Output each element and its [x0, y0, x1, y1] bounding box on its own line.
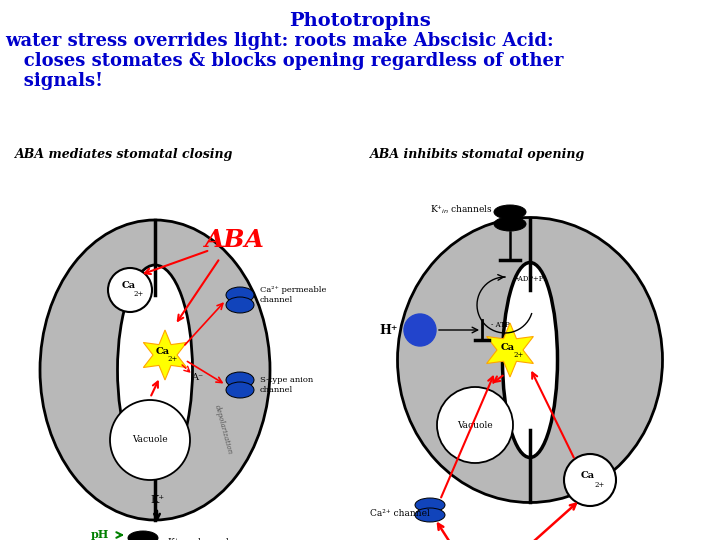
Text: H⁺: H⁺: [379, 323, 398, 336]
Text: Ca: Ca: [581, 471, 595, 481]
Text: K⁺$_{out}$ channel: K⁺$_{out}$ channel: [167, 537, 230, 540]
Text: 2+: 2+: [595, 481, 605, 489]
Circle shape: [110, 400, 190, 480]
Text: pH: pH: [91, 530, 109, 540]
Text: Vacuole: Vacuole: [132, 435, 168, 444]
Text: signals!: signals!: [5, 72, 103, 90]
Text: closes stomates & blocks opening regardless of other: closes stomates & blocks opening regardl…: [5, 52, 564, 70]
Ellipse shape: [494, 217, 526, 231]
Ellipse shape: [415, 508, 445, 522]
Ellipse shape: [494, 205, 526, 219]
Text: water stress overrides light: roots make Abscisic Acid:: water stress overrides light: roots make…: [5, 32, 554, 50]
Ellipse shape: [397, 218, 662, 503]
Text: K⁺$_{in}$ channels: K⁺$_{in}$ channels: [430, 204, 492, 216]
Text: Ca²⁺ channel: Ca²⁺ channel: [370, 509, 430, 517]
Text: S-type anion
channel: S-type anion channel: [260, 376, 313, 394]
Text: K⁺: K⁺: [150, 495, 164, 505]
Ellipse shape: [415, 498, 445, 512]
Text: - ATP: - ATP: [491, 321, 509, 329]
Text: Ca²⁺ permeable
channel: Ca²⁺ permeable channel: [260, 286, 326, 303]
Ellipse shape: [503, 262, 557, 457]
Text: 2+: 2+: [134, 290, 144, 298]
Text: ABA inhibits stomatal opening: ABA inhibits stomatal opening: [370, 148, 585, 161]
Text: Ca: Ca: [501, 342, 515, 352]
Polygon shape: [487, 323, 534, 377]
Circle shape: [404, 314, 436, 346]
Ellipse shape: [226, 372, 254, 388]
Text: →ADP+Pi: →ADP+Pi: [513, 275, 546, 283]
Text: ABA mediates stomatal closing: ABA mediates stomatal closing: [15, 148, 233, 161]
Text: Phototropins: Phototropins: [289, 12, 431, 30]
Ellipse shape: [226, 297, 254, 313]
Circle shape: [108, 268, 152, 312]
Circle shape: [437, 387, 513, 463]
Text: 2+: 2+: [168, 355, 178, 363]
Text: A⁻: A⁻: [191, 374, 203, 382]
Circle shape: [564, 454, 616, 506]
Text: Ca: Ca: [156, 348, 170, 356]
Ellipse shape: [117, 265, 192, 475]
Text: Ca: Ca: [122, 281, 136, 291]
Text: 2+: 2+: [514, 351, 524, 359]
Text: ABA: ABA: [205, 228, 265, 252]
Text: Vacuole: Vacuole: [457, 421, 492, 429]
Text: depolarization: depolarization: [212, 404, 233, 456]
Ellipse shape: [226, 382, 254, 398]
Ellipse shape: [40, 220, 270, 520]
Ellipse shape: [226, 287, 254, 303]
Ellipse shape: [128, 531, 158, 540]
Polygon shape: [143, 330, 186, 380]
